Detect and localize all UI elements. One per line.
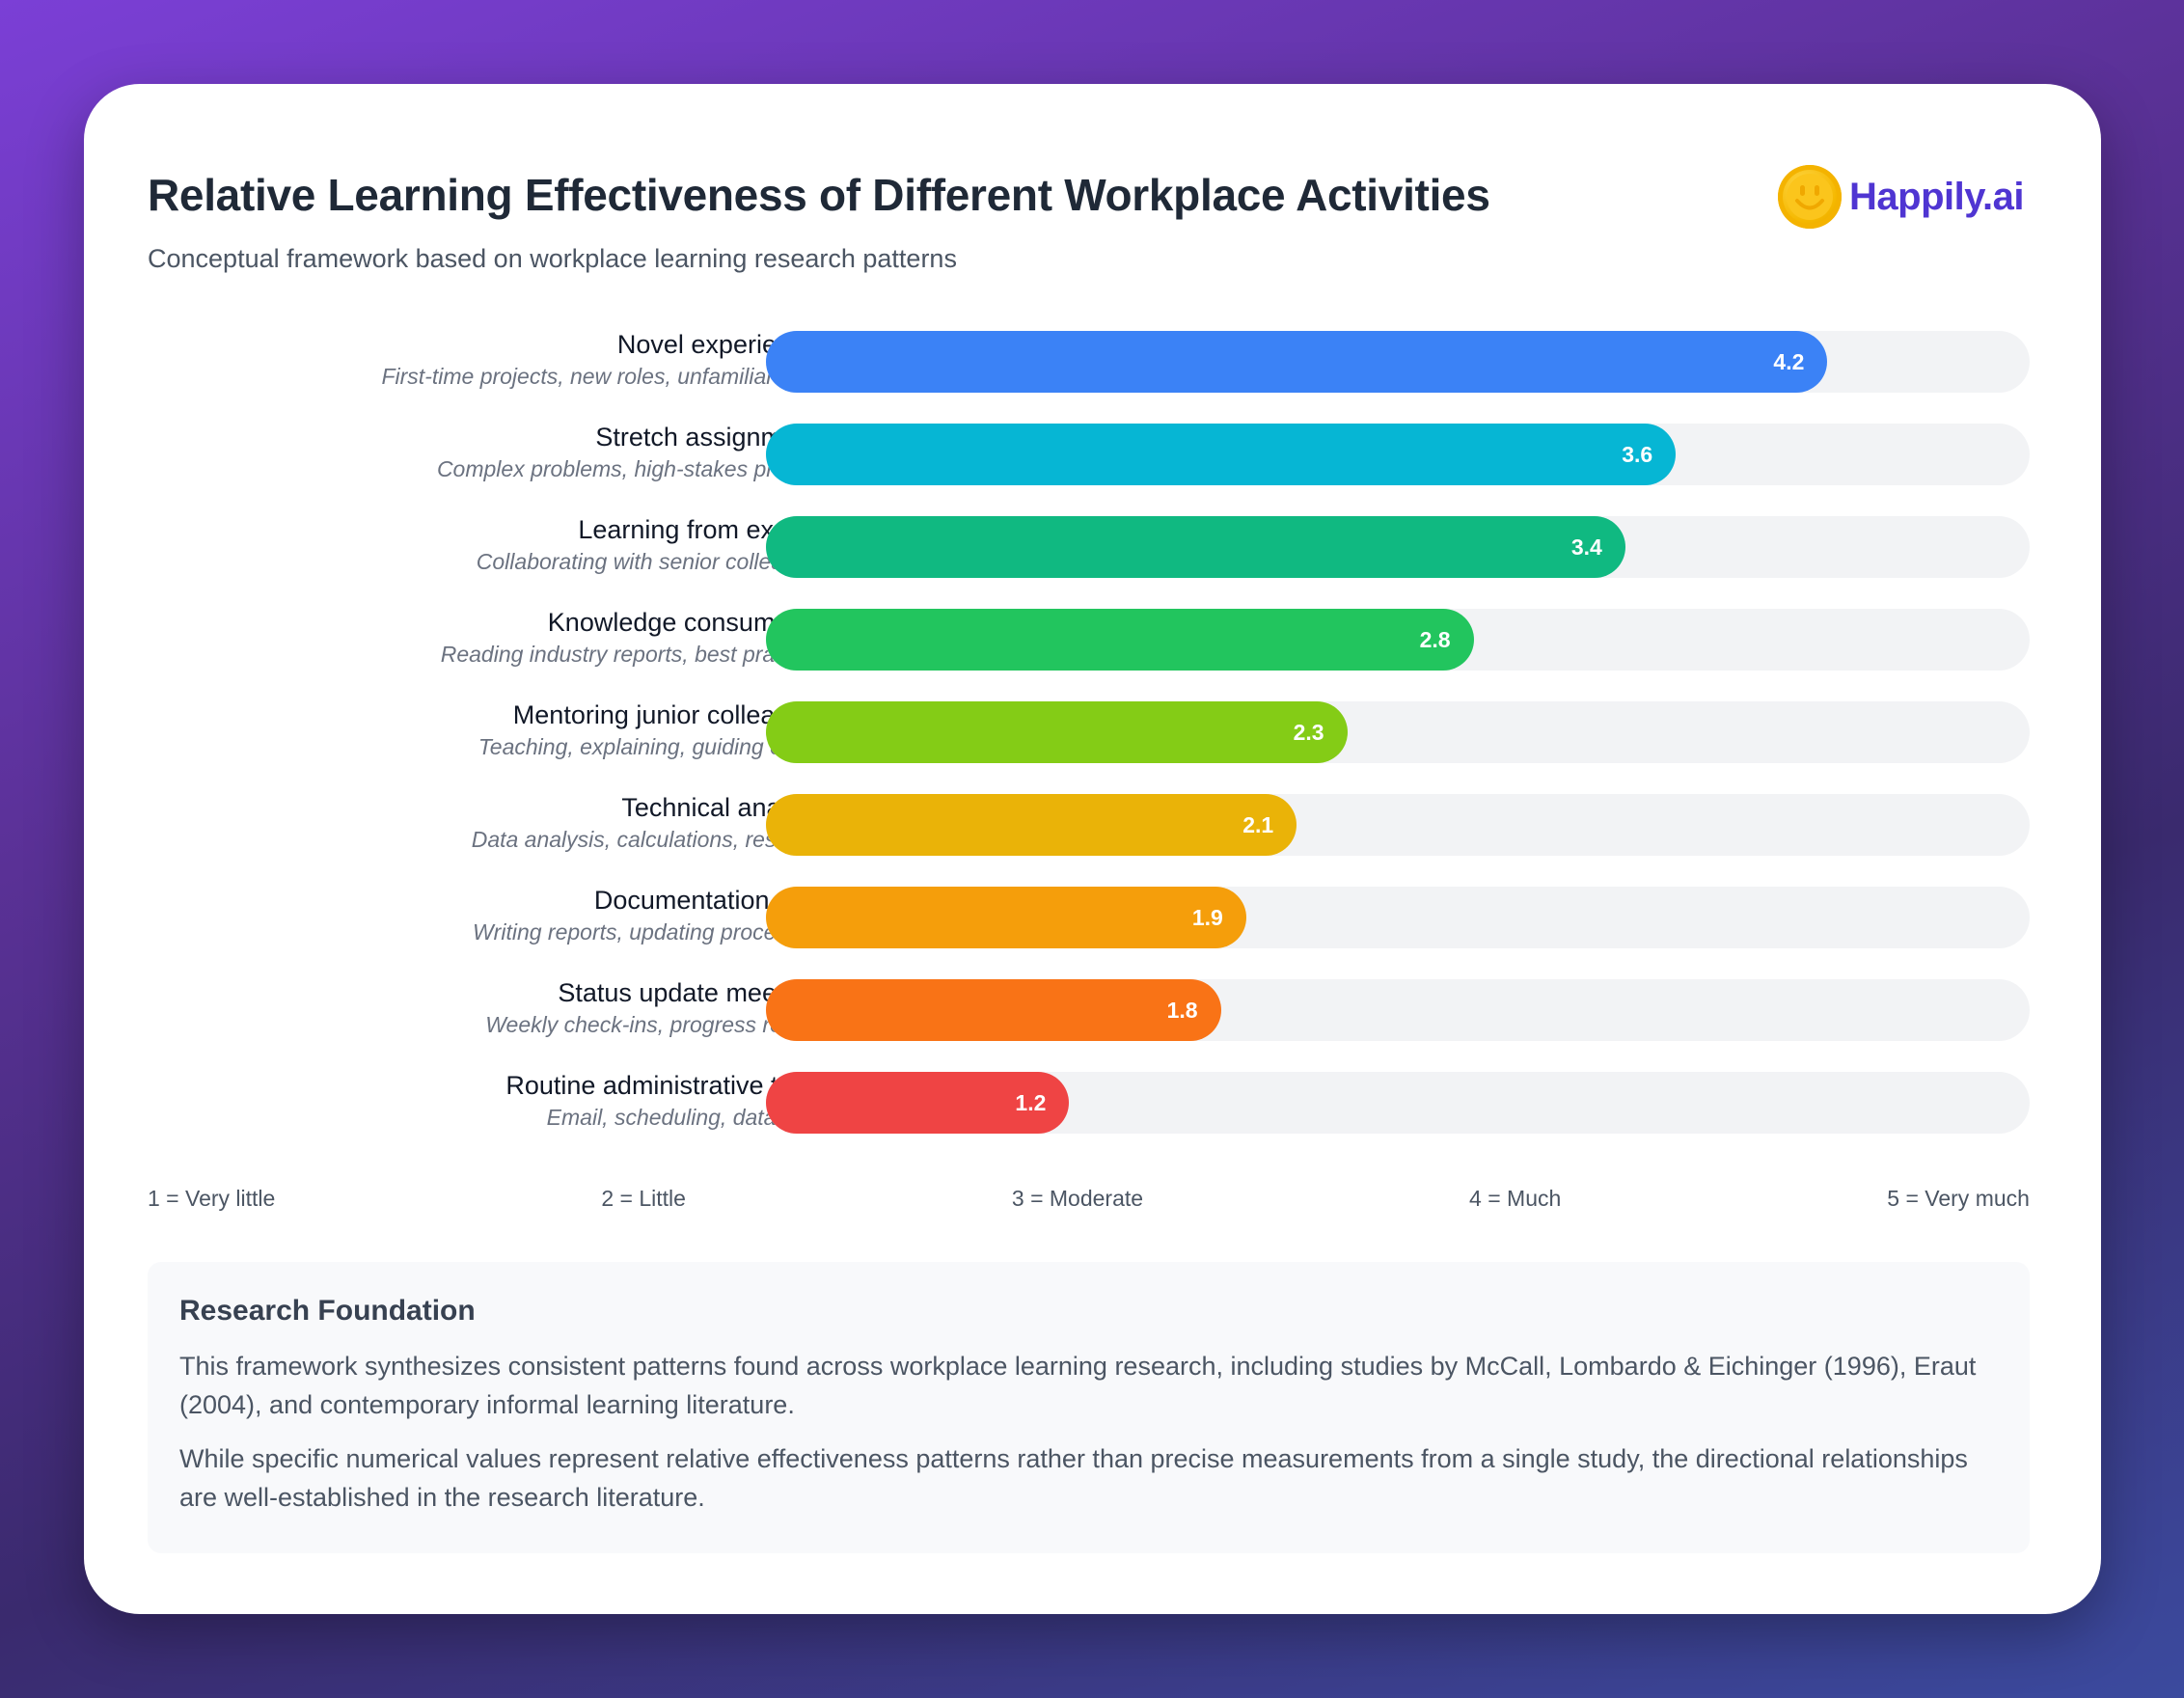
bar-row: Mentoring junior colleagues Teaching, ex… [148,700,2030,794]
bar-value-label: 2.3 [1293,720,1324,745]
chart-title: Relative Learning Effectiveness of Diffe… [148,170,1490,220]
scale-label: 4 = Much [1469,1186,1562,1211]
bar-row: Novel experiences First-time projects, n… [148,330,2030,424]
bar-track: 3.6 [766,424,2030,485]
bar: 2.1 [766,794,1297,856]
bar-value-label: 4.2 [1773,349,1805,374]
bar-track: 1.8 [766,979,2030,1041]
bar-label: Novel experiences First-time projects, n… [381,330,832,392]
research-paragraph: This framework synthesizes consistent pa… [179,1352,1977,1419]
bar: 3.6 [766,424,1677,485]
bar-track: 1.9 [766,887,2030,948]
bar-value-label: 1.8 [1166,998,1198,1023]
bar-chart: Novel experiences First-time projects, n… [148,330,2030,1164]
bar-value-label: 3.6 [1622,442,1653,467]
bar-track: 3.4 [766,516,2030,578]
bar-row: Status update meetings Weekly check-ins,… [148,978,2030,1072]
smiley-coin-icon [1778,165,1843,229]
bar: 1.8 [766,979,1221,1041]
bar: 3.4 [766,516,1625,578]
bar-track: 2.1 [766,794,2030,856]
bar-row: Stretch assignments Complex problems, hi… [148,423,2030,516]
bar-row: Documentation work Writing reports, upda… [148,886,2030,979]
bar-track: 2.3 [766,701,2030,763]
bar-value-label: 3.4 [1570,534,1602,560]
chart-subtitle: Conceptual framework based on workplace … [148,244,957,273]
bar: 4.2 [766,331,1828,393]
research-paragraph: While specific numerical values represen… [179,1444,1968,1512]
scale-label: 3 = Moderate [1011,1186,1144,1211]
bar-row: Learning from experts Collaborating with… [148,515,2030,609]
scale-label: 2 = Little [601,1186,686,1211]
category-description: Complex problems, high-stakes projects [436,456,832,481]
scale-label: 5 = Very much [1887,1186,2030,1211]
research-heading: Research Foundation [179,1295,476,1327]
bar-row: Knowledge consumption Reading industry r… [148,608,2030,701]
chart-card: Relative Learning Effectiveness of Diffe… [84,84,2101,1614]
bar: 2.8 [766,609,1474,671]
bar-track: 1.2 [766,1072,2030,1134]
scale-label: 1 = Very little [148,1186,276,1211]
happily-logo: Happily.ai [1778,165,2024,229]
bar-row: Technical analysis Data analysis, calcul… [148,793,2030,887]
bar: 1.9 [766,887,1246,948]
category-description: First-time projects, new roles, unfamili… [381,364,832,389]
scale-legend: 1 = Very little 2 = Little 3 = Moderate 4 =… [148,1186,2030,1212]
category-name: Novel experiences [616,330,832,359]
bar-value-label: 1.2 [1015,1090,1047,1115]
logo-text: Happily.ai [1849,175,2024,218]
bar-row: Routine administrative tasks Email, sche… [148,1071,2030,1164]
bar-track: 2.8 [766,609,2030,671]
bar-track: 4.2 [766,331,2030,393]
bar: 2.3 [766,701,1348,763]
research-foundation-box: Research Foundation This framework synth… [148,1262,2030,1553]
bar-value-label: 2.1 [1242,812,1274,837]
bar-value-label: 1.9 [1191,905,1223,930]
bar-value-label: 2.8 [1419,627,1451,652]
bar: 1.2 [766,1072,1070,1134]
